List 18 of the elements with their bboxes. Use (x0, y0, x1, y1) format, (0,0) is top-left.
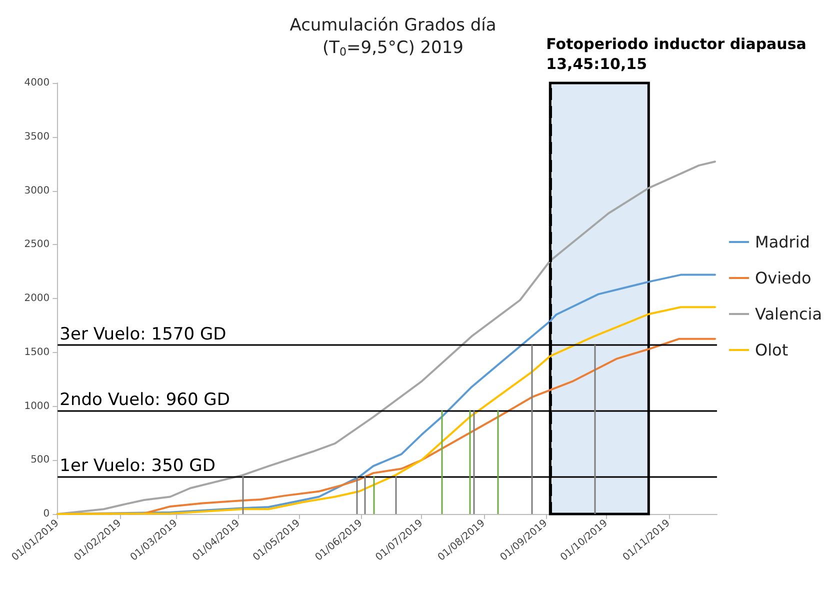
y-tick-label: 1000 (24, 400, 50, 412)
y-tick-label: 3500 (24, 131, 50, 142)
y-tick-label: 500 (30, 454, 50, 466)
chart-title: Acumulación Grados día (290, 16, 496, 36)
y-tick-label: 3000 (24, 185, 50, 196)
ref-line-label: 2ndo Vuelo: 960 GD (60, 390, 230, 410)
y-tick-label: 1500 (24, 346, 50, 358)
y-tick-label: 0 (43, 508, 50, 520)
legend-label: Oviedo (755, 268, 812, 288)
y-tick-label: 2500 (24, 239, 50, 250)
ref-line-label: 1er Vuelo: 350 GD (60, 456, 216, 476)
ref-line-label: Fotoperiodo inductor diapausa 13,45:10,15 (546, 35, 806, 73)
legend-label: Olot (755, 340, 788, 360)
y-tick-label: 2000 (24, 293, 50, 304)
legend-label: Madrid (755, 232, 810, 252)
y-tick-label: 4000 (24, 78, 50, 88)
legend-label: Valencia (755, 304, 822, 324)
ref-line-label: 3er Vuelo: 1570 GD (60, 324, 226, 344)
